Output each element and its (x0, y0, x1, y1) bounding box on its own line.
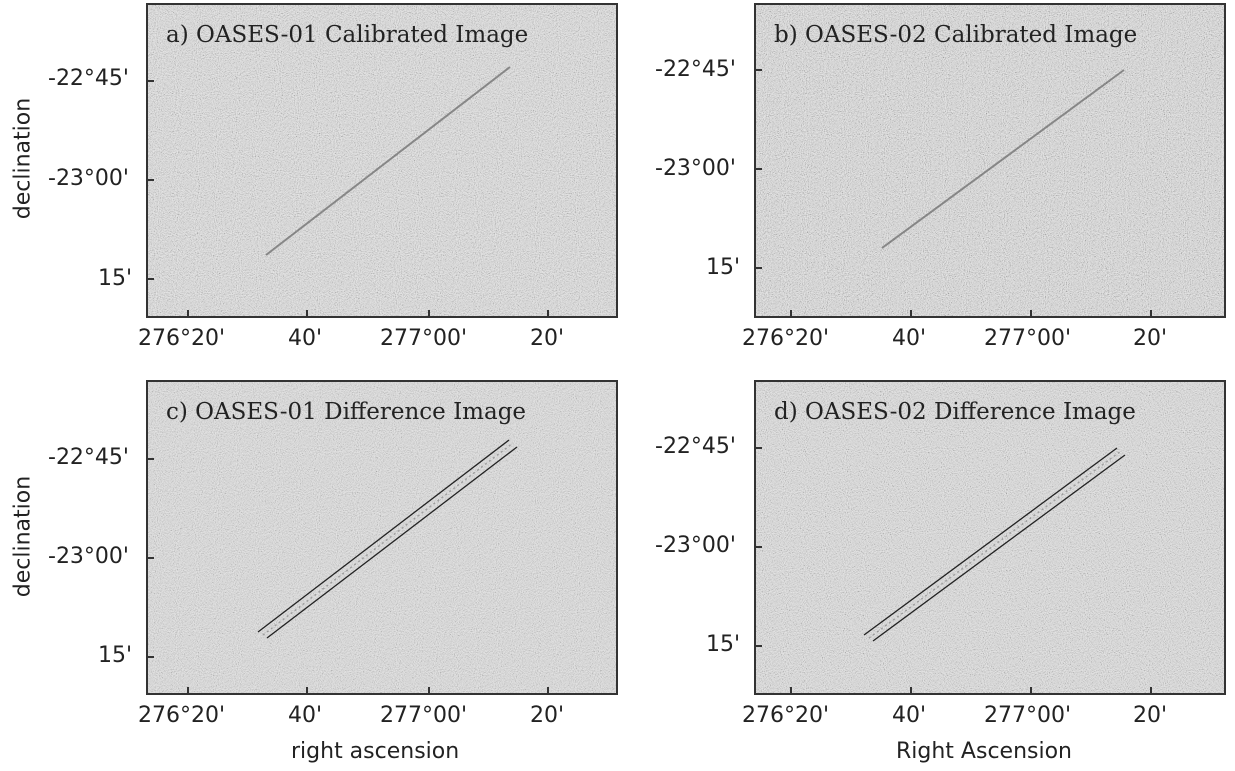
y-tick (754, 546, 762, 548)
y-tick (146, 557, 154, 559)
y-tick (146, 80, 154, 82)
satellite-streak (868, 450, 1122, 639)
y-tick (146, 179, 154, 181)
y-tick-label: 15' (706, 632, 741, 657)
panel-c-difference-image: c) OASES-01 Difference Image (146, 380, 618, 695)
y-tick-label: 15' (98, 643, 133, 668)
x-tick-label: 20' (530, 326, 565, 351)
noise-texture (756, 382, 1224, 693)
streak-mask-upper (863, 447, 1118, 636)
x-tick-label: 276°20' (138, 326, 226, 351)
y-tick (146, 656, 154, 658)
y-axis-label-top: declination (10, 97, 36, 220)
x-tick-label: 277°00' (984, 703, 1072, 728)
x-tick (187, 687, 189, 695)
x-tick (910, 687, 912, 695)
noise-texture (148, 5, 616, 316)
x-tick (428, 310, 430, 318)
y-tick-label: -23°00' (48, 166, 129, 191)
noise-texture (756, 5, 1224, 316)
y-tick-label: -22°45' (48, 66, 129, 91)
y-tick-label: -23°00' (655, 156, 736, 181)
y-tick (754, 645, 762, 647)
x-tick (1150, 310, 1152, 318)
x-axis-label-left: right ascension (291, 739, 460, 764)
x-tick-label: 20' (1133, 703, 1168, 728)
panel-d-difference-image: d) OASES-02 Difference Image (754, 380, 1226, 695)
y-tick-label: -23°00' (655, 533, 736, 558)
y-tick (146, 458, 154, 460)
streak-mask-upper (257, 439, 510, 633)
panel-title: b) OASES-02 Calibrated Image (774, 22, 1138, 48)
panel-title: a) OASES-01 Calibrated Image (166, 22, 529, 48)
satellite-streak (881, 69, 1125, 249)
y-tick (146, 278, 154, 280)
x-tick-label: 277°00' (984, 326, 1072, 351)
x-tick-label: 20' (1133, 326, 1168, 351)
satellite-streak (265, 66, 511, 256)
x-tick-label: 277°00' (380, 703, 468, 728)
y-tick (754, 447, 762, 449)
y-tick-label: 15' (98, 266, 133, 291)
x-tick-label: 40' (892, 326, 927, 351)
x-tick-label: 40' (892, 703, 927, 728)
x-tick-label: 276°20' (138, 703, 226, 728)
y-tick-label: -23°00' (48, 544, 129, 569)
x-tick (790, 687, 792, 695)
x-tick (790, 310, 792, 318)
x-axis-label-right: Right Ascension (896, 739, 1072, 764)
x-tick (547, 687, 549, 695)
y-tick-label: -22°45' (655, 57, 736, 82)
x-tick (1030, 310, 1032, 318)
x-tick-label: 277°00' (380, 326, 468, 351)
panel-a-calibrated-image: a) OASES-01 Calibrated Image (146, 3, 618, 318)
panel-title: c) OASES-01 Difference Image (166, 399, 527, 425)
x-tick (306, 310, 308, 318)
y-tick (754, 69, 762, 71)
x-tick (306, 687, 308, 695)
x-tick (187, 310, 189, 318)
y-tick-label: -22°45' (655, 434, 736, 459)
x-tick-label: 40' (288, 703, 323, 728)
x-tick-label: 20' (530, 703, 565, 728)
panel-b-calibrated-image: b) OASES-02 Calibrated Image (754, 3, 1226, 318)
y-tick (754, 168, 762, 170)
streak-mask-lower (872, 454, 1126, 642)
x-tick-label: 276°20' (742, 326, 830, 351)
panel-title: d) OASES-02 Difference Image (774, 399, 1136, 425)
x-tick (1030, 687, 1032, 695)
streak-mask-lower (266, 446, 518, 639)
x-tick-label: 40' (288, 326, 323, 351)
y-tick-label: 15' (706, 255, 741, 280)
noise-texture (148, 382, 616, 693)
y-axis-label-bottom: declination (10, 475, 36, 598)
x-tick-label: 276°20' (742, 703, 830, 728)
x-tick (547, 310, 549, 318)
y-tick (754, 267, 762, 269)
y-tick-label: -22°45' (48, 445, 129, 470)
x-tick (428, 687, 430, 695)
x-tick (1150, 687, 1152, 695)
x-tick (910, 310, 912, 318)
